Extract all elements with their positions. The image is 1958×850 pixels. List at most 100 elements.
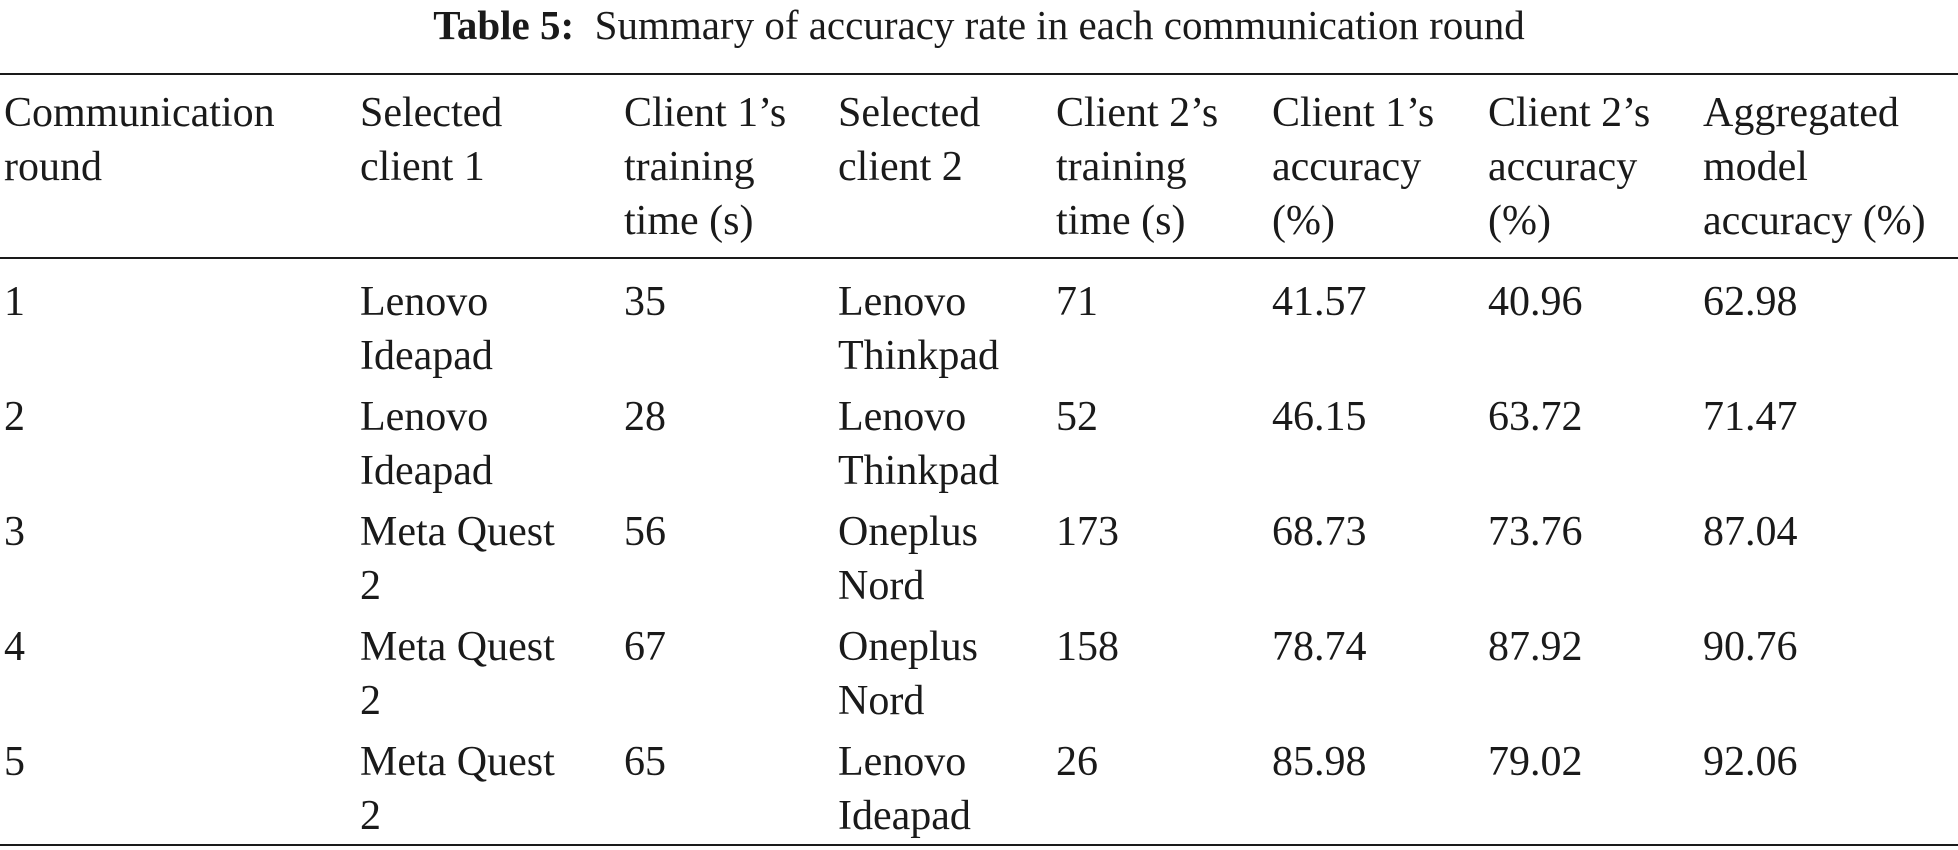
- table-cell-line: 1: [4, 279, 25, 325]
- table-cell-line: Nord: [838, 563, 925, 609]
- table-cell-line: 2: [360, 563, 381, 609]
- table-cell: 41.57: [1272, 275, 1367, 329]
- table-cell-line: Lenovo: [838, 279, 967, 325]
- column-header: Selected client 2: [838, 86, 980, 194]
- table-cell: 85.98: [1272, 735, 1367, 789]
- column-header: Aggregated model accuracy (%): [1703, 86, 1926, 248]
- top-rule: [0, 73, 1958, 75]
- table-label: Table 5:: [433, 2, 575, 48]
- table-cell-line: 87.04: [1703, 509, 1798, 555]
- table-cell-line: 67: [624, 624, 666, 670]
- table-cell-line: 2: [4, 394, 25, 440]
- column-header: Communication round: [4, 86, 275, 194]
- table-cell: 78.74: [1272, 620, 1367, 674]
- table-cell-line: Lenovo: [360, 394, 489, 440]
- table-cell: 5: [4, 735, 25, 789]
- table-cell-line: Oneplus: [838, 624, 978, 670]
- column-header-line: model: [1703, 144, 1808, 190]
- column-header-line: training: [1056, 144, 1187, 190]
- column-header-line: training: [624, 144, 755, 190]
- column-header-line: time (s): [1056, 198, 1186, 244]
- table-cell: 26: [1056, 735, 1098, 789]
- table-cell: 4: [4, 620, 25, 674]
- table-cell: Lenovo Ideapad: [360, 390, 493, 498]
- table-cell: 3: [4, 505, 25, 559]
- table-cell: 1: [4, 275, 25, 329]
- bottom-rule: [0, 844, 1958, 846]
- column-header-line: accuracy (%): [1703, 198, 1926, 244]
- table-cell-line: 158: [1056, 624, 1119, 670]
- table-cell: 62.98: [1703, 275, 1798, 329]
- table-cell-line: Meta Quest: [360, 739, 555, 785]
- table-cell: 79.02: [1488, 735, 1583, 789]
- column-header-line: Selected: [360, 90, 503, 136]
- table-cell-line: Thinkpad: [838, 333, 999, 379]
- column-header-line: accuracy: [1488, 144, 1638, 190]
- table-cell: 87.04: [1703, 505, 1798, 559]
- table-cell: 73.76: [1488, 505, 1583, 559]
- table-cell: Lenovo Ideapad: [360, 275, 493, 383]
- table-cell: Oneplus Nord: [838, 505, 978, 613]
- column-header-line: (%): [1272, 198, 1335, 244]
- table-cell-line: 87.92: [1488, 624, 1583, 670]
- column-header-line: Aggregated: [1703, 90, 1899, 136]
- table-cell-line: 85.98: [1272, 739, 1367, 785]
- column-header: Client 1’s training time (s): [624, 86, 786, 248]
- table-cell: 52: [1056, 390, 1098, 444]
- column-header-line: Client 2’s: [1488, 90, 1651, 136]
- table-cell-line: 2: [360, 678, 381, 724]
- table-cell: 35: [624, 275, 666, 329]
- table-cell-line: Meta Quest: [360, 624, 555, 670]
- table-cell: Oneplus Nord: [838, 620, 978, 728]
- table-cell-line: Ideapad: [360, 333, 493, 379]
- table-cell-line: 35: [624, 279, 666, 325]
- table-cell: Meta Quest 2: [360, 620, 555, 728]
- table-cell: Lenovo Thinkpad: [838, 390, 999, 498]
- table-cell-line: 26: [1056, 739, 1098, 785]
- header-rule: [0, 257, 1958, 259]
- table-cell: 71: [1056, 275, 1098, 329]
- table-cell: 65: [624, 735, 666, 789]
- table-cell: 63.72: [1488, 390, 1583, 444]
- table-cell-line: Lenovo: [838, 739, 967, 785]
- table-cell-line: 71: [1056, 279, 1098, 325]
- table-cell-line: 68.73: [1272, 509, 1367, 555]
- table-cell-line: 2: [360, 793, 381, 839]
- table-cell-line: 5: [4, 739, 25, 785]
- table-cell-line: Thinkpad: [838, 448, 999, 494]
- table-cell-line: 90.76: [1703, 624, 1798, 670]
- column-header-line: Selected: [838, 90, 981, 136]
- table-cell-line: 71.47: [1703, 394, 1798, 440]
- column-header-line: client 2: [838, 144, 963, 190]
- table-cell-line: Meta Quest: [360, 509, 555, 555]
- table-cell: Lenovo Thinkpad: [838, 275, 999, 383]
- column-header-line: accuracy: [1272, 144, 1422, 190]
- table-cell-line: 56: [624, 509, 666, 555]
- table-cell: 2: [4, 390, 25, 444]
- table-cell-line: Ideapad: [360, 448, 493, 494]
- column-header-line: Client 1’s: [1272, 90, 1435, 136]
- table-cell-line: 173: [1056, 509, 1119, 555]
- column-header-line: Communication: [4, 90, 275, 136]
- table-cell: 67: [624, 620, 666, 674]
- table-cell: Meta Quest 2: [360, 735, 555, 843]
- table-cell-line: 78.74: [1272, 624, 1367, 670]
- table-cell-line: 79.02: [1488, 739, 1583, 785]
- table-cell: 87.92: [1488, 620, 1583, 674]
- column-header-line: time (s): [624, 198, 754, 244]
- table-cell-line: 63.72: [1488, 394, 1583, 440]
- table-cell-line: 65: [624, 739, 666, 785]
- table-title: Summary of accuracy rate in each communi…: [594, 2, 1525, 48]
- table-cell-line: 52: [1056, 394, 1098, 440]
- table-cell: 68.73: [1272, 505, 1367, 559]
- column-header-line: Client 2’s: [1056, 90, 1219, 136]
- table-cell-line: 41.57: [1272, 279, 1367, 325]
- table-cell: 173: [1056, 505, 1119, 559]
- table-cell-line: Oneplus: [838, 509, 978, 555]
- column-header: Client 2’s accuracy (%): [1488, 86, 1650, 248]
- table-cell: 92.06: [1703, 735, 1798, 789]
- table-cell: Lenovo Ideapad: [838, 735, 971, 843]
- table-cell-line: Lenovo: [838, 394, 967, 440]
- column-header: Client 2’s training time (s): [1056, 86, 1218, 248]
- table-cell-line: 62.98: [1703, 279, 1798, 325]
